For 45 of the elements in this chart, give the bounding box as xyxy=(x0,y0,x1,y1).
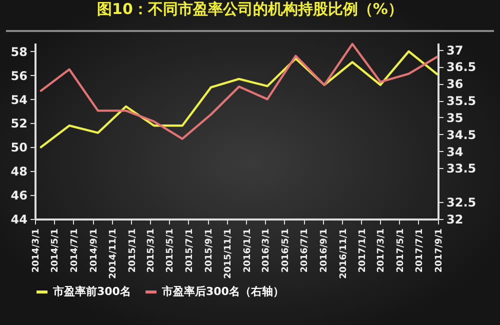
x-tick-label: 2016/3/1 xyxy=(262,228,272,273)
x-tick-label: 2016/11/1 xyxy=(338,228,349,279)
legend-label: 市盈率后300名（右轴） xyxy=(161,285,284,298)
y2-tick-label: 35.5 xyxy=(446,94,476,108)
y2-tick-label: 32.5 xyxy=(446,196,476,210)
x-tick-label: 2017/1/1 xyxy=(358,228,368,273)
y-tick-label: 54 xyxy=(10,92,28,107)
x-tick-label: 2015/3/1 xyxy=(146,228,156,273)
y-tick-label: 46 xyxy=(10,188,28,203)
x-tick-label: 2015/7/1 xyxy=(184,228,195,273)
chart-title: 图10：不同市盈率公司的机构持股比例（%） xyxy=(6,0,494,32)
y-tick-label: 58 xyxy=(10,44,28,59)
legend-label: 市盈率前300名 xyxy=(52,285,131,298)
x-tick-label: 2015/11/1 xyxy=(224,228,234,279)
x-tick-label: 2014/7/1 xyxy=(70,228,80,273)
line-series xyxy=(40,42,438,140)
x-tick-label: 2014/3/1 xyxy=(32,228,42,273)
y2-tick-label: 33.5 xyxy=(446,162,476,176)
x-tick-label: 2017/5/1 xyxy=(396,228,406,273)
x-tick-label: 2016/9/1 xyxy=(320,228,330,273)
x-tick-label: 2017/9/1 xyxy=(434,228,444,273)
x-tick-label: 2017/3/1 xyxy=(376,228,387,273)
x-tick-label: 2015/5/1 xyxy=(166,228,176,273)
y-tick-label: 50 xyxy=(10,140,28,155)
x-tick-label: 2015/1/1 xyxy=(128,228,138,273)
x-tick-label: 2014/5/1 xyxy=(50,228,61,273)
y-tick-label: 56 xyxy=(10,68,28,83)
x-tick-label: 2014/9/1 xyxy=(89,228,100,273)
y2-tick-label: 37 xyxy=(446,43,464,58)
x-tick-label: 2017/7/1 xyxy=(414,228,425,273)
x-tick-label: 2016/5/1 xyxy=(280,228,291,273)
x-tick-label: 2014/11/1 xyxy=(108,228,119,279)
x-tick-label: 2015/9/1 xyxy=(204,228,214,273)
line-series xyxy=(40,50,438,148)
x-tick-label: 2016/1/1 xyxy=(242,228,253,273)
y2-tick-label: 32 xyxy=(446,212,464,226)
y-tick-label: 52 xyxy=(10,116,28,131)
y2-tick-label: 34 xyxy=(446,144,464,159)
y2-tick-label: 36.5 xyxy=(446,60,476,74)
y-tick-label: 44 xyxy=(10,212,28,226)
y2-tick-label: 36 xyxy=(446,77,464,92)
x-tick-label: 2016/7/1 xyxy=(300,228,310,273)
y2-tick-label: 34.5 xyxy=(446,128,476,142)
y-tick-label: 48 xyxy=(10,164,28,179)
y2-tick-label: 35 xyxy=(446,110,464,125)
